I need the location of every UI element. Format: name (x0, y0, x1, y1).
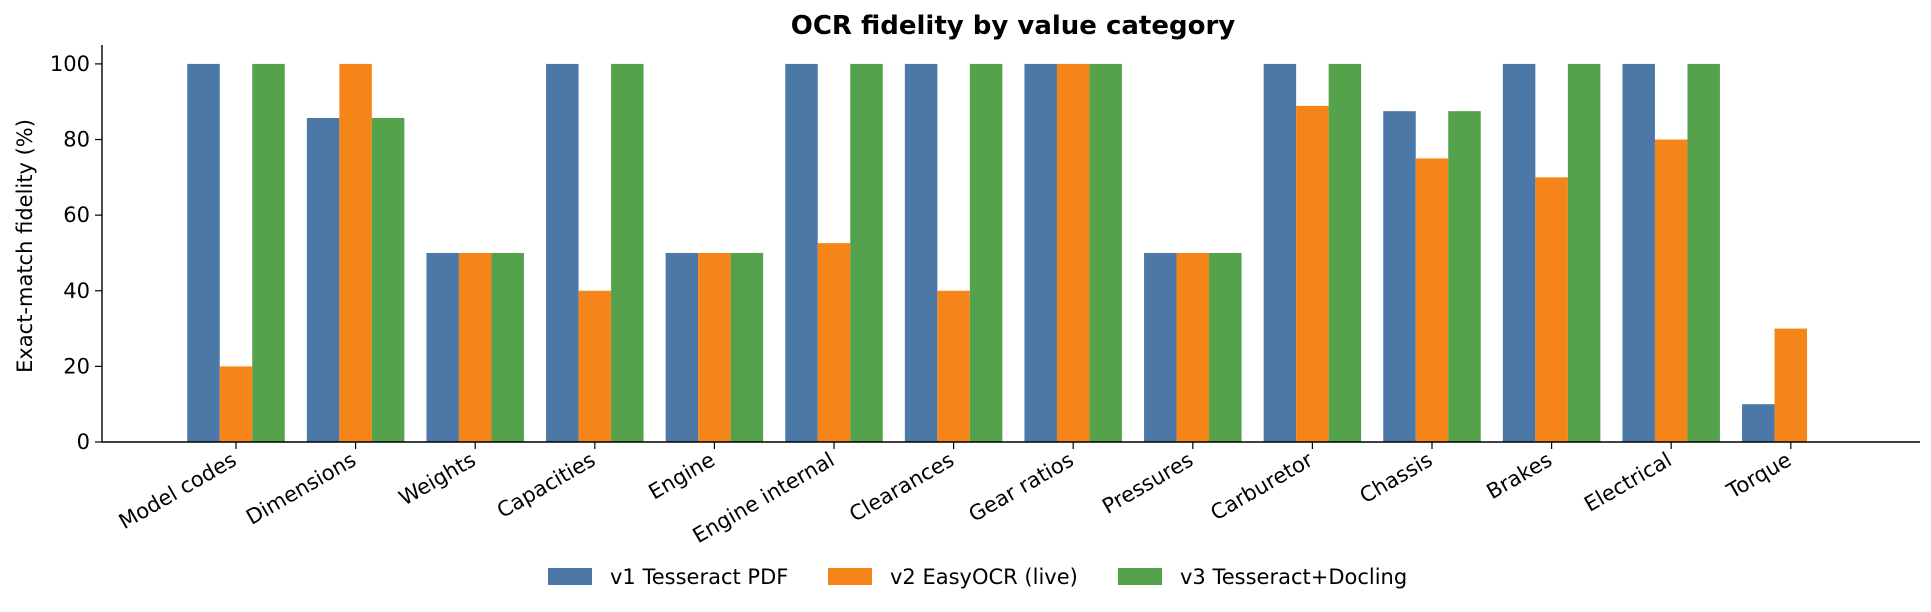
bar (1567, 63, 1601, 443)
y-tick-label: 80 (63, 128, 90, 152)
legend-label: v2 EasyOCR (live) (890, 565, 1078, 589)
bar (730, 252, 764, 442)
bar (219, 366, 253, 442)
legend-label: v1 Tesseract PDF (610, 565, 788, 589)
bar (491, 252, 524, 442)
x-tick-label: Carburetor (1206, 447, 1317, 525)
x-tick-label: Chassis (1356, 448, 1437, 509)
y-tick-label: 40 (63, 279, 90, 303)
bar (1774, 328, 1808, 442)
y-axis-title: Exact-match fidelity (%) (13, 119, 37, 373)
bar (1415, 158, 1449, 442)
bar (187, 63, 220, 443)
bar (1742, 404, 1775, 442)
bar (1056, 63, 1090, 443)
x-tick-label: Electrical (1580, 448, 1676, 517)
x-tick-label: Pressures (1098, 448, 1197, 519)
x-tick-label: Torque (1722, 448, 1795, 504)
bar (1328, 63, 1362, 443)
bar (1687, 63, 1720, 443)
bar (1535, 177, 1568, 443)
bar (1448, 111, 1481, 443)
legend-swatch (1118, 568, 1162, 585)
bar (850, 63, 883, 443)
bar (1209, 252, 1242, 442)
y-tick-label: 0 (77, 430, 90, 454)
x-axis: Model codes Dimensions Weights Capacities En… (102, 441, 1920, 548)
x-tick-label: Engine (645, 448, 719, 505)
bar (426, 252, 459, 442)
bar (1089, 63, 1122, 443)
bar (546, 63, 579, 443)
legend-swatch (828, 568, 872, 585)
bar (1383, 111, 1416, 443)
bar (252, 63, 285, 443)
bar (937, 290, 970, 442)
x-tick-label: Model codes (115, 448, 241, 534)
bar (1144, 252, 1177, 442)
y-tick-label: 60 (63, 203, 90, 227)
bar (1502, 63, 1536, 443)
bar (698, 252, 731, 442)
bar (1024, 63, 1057, 443)
y-axis: 0 20 40 60 80 100 (50, 45, 103, 454)
plot-area (187, 63, 1808, 443)
bar (578, 290, 612, 442)
bar (1622, 63, 1655, 443)
bar (611, 63, 644, 443)
bar (665, 252, 699, 442)
x-tick-label: Capacities (493, 448, 599, 523)
bar (1176, 252, 1210, 442)
chart-title: OCR fidelity by value category (791, 11, 1236, 41)
bar (817, 243, 851, 442)
legend: v1 Tesseract PDF v2 EasyOCR (live) v3 Tess… (548, 565, 1407, 589)
bar (339, 63, 372, 443)
bar (904, 63, 938, 443)
bar (371, 117, 405, 442)
x-tick-label: Gear ratios (965, 448, 1078, 527)
bar (1654, 139, 1688, 442)
bar (785, 63, 818, 443)
x-tick-label: Weights (395, 448, 480, 511)
bar (458, 252, 492, 442)
bar (1296, 105, 1329, 442)
y-tick-label: 20 (63, 354, 90, 378)
bar (1263, 63, 1297, 443)
x-tick-label: Dimensions (242, 448, 360, 530)
legend-label: v3 Tesseract+Docling (1180, 565, 1407, 589)
x-tick-label: Brakes (1482, 448, 1556, 504)
x-tick-label: Clearances (845, 448, 958, 527)
bar (969, 63, 1003, 443)
y-tick-label: 100 (50, 52, 90, 76)
legend-swatch (548, 568, 592, 585)
bar (306, 117, 340, 442)
